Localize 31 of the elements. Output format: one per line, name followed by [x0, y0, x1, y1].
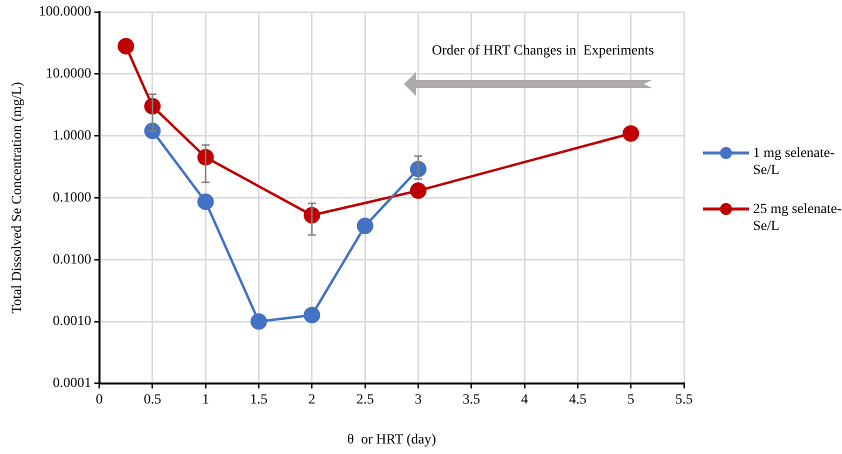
- point: [410, 182, 426, 199]
- x-tick-label: 3: [414, 392, 422, 408]
- point: [356, 218, 374, 234]
- y-tick-label: 1.0000: [52, 128, 92, 144]
- x-tick-label: 1.5: [250, 392, 268, 408]
- point: [250, 313, 268, 330]
- y-tick-label: 0.1000: [52, 190, 92, 206]
- point: [622, 125, 640, 142]
- x-tick-label: 2: [308, 392, 316, 408]
- x-axis-title: θ or HRT (day): [347, 432, 436, 448]
- y-axis-title: Total Dissolved Se Concentration (mg/L): [10, 82, 26, 314]
- legend-label: 1 mg selenate-Se/L: [753, 146, 835, 178]
- y-tick-label: 10.0000: [46, 66, 92, 82]
- y-tick-label: 0.0010: [52, 314, 92, 330]
- x-tick-label: 4: [521, 392, 528, 408]
- y-tick-label: 0.0001: [52, 376, 92, 392]
- legend-label: 25 mg selenate-Se/L: [753, 202, 842, 234]
- x-tick-label: 0: [96, 392, 103, 408]
- x-tick-label: 0.5: [144, 392, 162, 408]
- x-tick-label: 1: [202, 392, 210, 408]
- y-tick-label: 0.0100: [52, 252, 92, 268]
- point: [304, 306, 320, 324]
- x-tick-label: 5: [627, 392, 634, 408]
- x-tick-label: 2.5: [356, 392, 374, 408]
- point: [197, 194, 214, 210]
- point: [118, 38, 134, 54]
- y-tick-label: 100.0000: [38, 4, 92, 20]
- x-tick-label: 5.5: [675, 392, 693, 408]
- x-tick-label: 3.5: [462, 392, 480, 408]
- annotation: Order of HRT Changes in Experiments: [432, 44, 654, 59]
- x-tick-label: 4.5: [568, 392, 586, 408]
